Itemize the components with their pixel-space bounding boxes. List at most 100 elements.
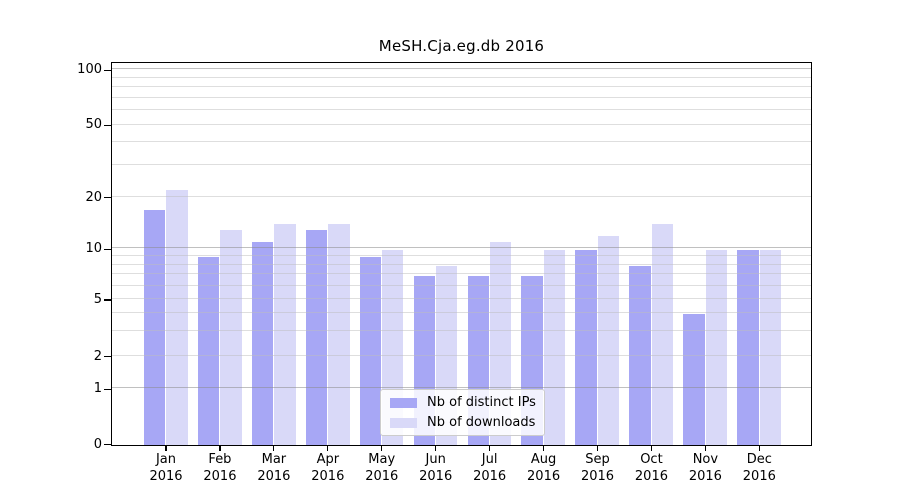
y-tick-mark bbox=[104, 299, 111, 301]
x-tick-year: 2016 bbox=[688, 468, 722, 484]
x-tick-label-aug: Aug 2016 bbox=[512, 452, 576, 485]
x-tick-month: Jun bbox=[425, 452, 446, 467]
y-tick-label: 10 bbox=[85, 241, 102, 257]
gridline-minor bbox=[112, 86, 811, 88]
x-tick-mark bbox=[704, 446, 706, 451]
legend-item-downloads: Nb of downloads bbox=[390, 415, 535, 430]
y-tick-label: 0 bbox=[93, 436, 102, 452]
bar-may-distinct-ips bbox=[359, 257, 382, 445]
y-tick-mark bbox=[104, 197, 111, 199]
y-tick-label: 50 bbox=[85, 117, 102, 133]
x-tick-month: Oct bbox=[640, 452, 663, 467]
bar-feb-downloads bbox=[220, 230, 242, 445]
legend-label-downloads: Nb of downloads bbox=[427, 415, 536, 430]
y-tick-label: 1 bbox=[93, 381, 102, 397]
x-tick-mark bbox=[489, 446, 491, 451]
x-tick-mark bbox=[273, 446, 275, 451]
x-tick-mark bbox=[542, 446, 545, 451]
plot-area bbox=[111, 62, 812, 446]
y-tick-mark bbox=[104, 124, 111, 127]
bar-dec-downloads bbox=[759, 249, 782, 445]
gridline-minor bbox=[112, 96, 811, 98]
gridline-minor bbox=[112, 284, 811, 286]
x-tick-label-jul: Jul 2016 bbox=[458, 452, 522, 485]
gridline-minor bbox=[112, 298, 811, 300]
x-tick-year: 2016 bbox=[419, 468, 453, 484]
gridline-major bbox=[112, 247, 811, 249]
x-tick-mark bbox=[650, 446, 653, 451]
gridline-major bbox=[112, 387, 811, 389]
x-tick-label-may: May 2016 bbox=[350, 452, 414, 485]
bar-jan-downloads bbox=[166, 190, 188, 445]
x-tick-month: Jul bbox=[481, 452, 498, 467]
x-tick-label-feb: Feb 2016 bbox=[188, 452, 252, 485]
x-tick-year: 2016 bbox=[580, 468, 615, 484]
x-tick-year: 2016 bbox=[257, 468, 291, 484]
x-tick-label-dec: Dec 2016 bbox=[727, 452, 791, 485]
x-tick-year: 2016 bbox=[473, 468, 507, 484]
x-tick-year: 2016 bbox=[527, 468, 561, 484]
x-tick-month: Dec bbox=[746, 452, 772, 467]
bar-sep-downloads bbox=[597, 235, 620, 445]
x-tick-year: 2016 bbox=[311, 468, 345, 484]
bar-mar-distinct-ips bbox=[251, 242, 274, 445]
legend-swatch-downloads bbox=[390, 417, 417, 428]
x-tick-year: 2016 bbox=[203, 468, 237, 484]
x-tick-label-jan: Jan 2016 bbox=[134, 452, 198, 485]
x-tick-year: 2016 bbox=[365, 468, 399, 484]
gridline-minor bbox=[112, 354, 811, 356]
bar-sep-distinct-ips bbox=[575, 249, 597, 445]
x-tick-mark bbox=[327, 446, 329, 451]
x-tick-mark bbox=[165, 446, 167, 451]
y-tick-mark bbox=[104, 388, 111, 390]
legend-label-distinct-ips: Nb of distinct IPs bbox=[427, 395, 536, 410]
legend-swatch-distinct-ips bbox=[390, 397, 417, 408]
x-tick-month: Jan bbox=[155, 452, 177, 467]
gridline-minor bbox=[112, 263, 811, 265]
bar-jan-distinct-ips bbox=[143, 210, 166, 445]
x-tick-year: 2016 bbox=[742, 468, 776, 484]
gridline-minor bbox=[112, 76, 811, 78]
x-tick-month: Nov bbox=[692, 452, 719, 467]
x-tick-label-nov: Nov 2016 bbox=[673, 452, 737, 485]
x-tick-month: May bbox=[368, 452, 396, 467]
gridline-minor bbox=[112, 163, 811, 165]
y-tick-mark bbox=[104, 248, 111, 250]
bar-aug-downloads bbox=[543, 249, 566, 445]
bar-nov-downloads bbox=[705, 249, 728, 445]
bar-apr-distinct-ips bbox=[305, 230, 328, 445]
bar-dec-distinct-ips bbox=[737, 249, 759, 445]
y-tick-label: 5 bbox=[93, 291, 102, 307]
x-tick-month: Mar bbox=[261, 452, 287, 467]
gridline-minor bbox=[112, 195, 811, 197]
x-tick-label-oct: Oct 2016 bbox=[619, 452, 683, 485]
gridline-minor bbox=[112, 109, 811, 110]
x-tick-year: 2016 bbox=[634, 468, 668, 484]
x-tick-mark bbox=[219, 446, 221, 451]
y-tick-mark bbox=[104, 355, 111, 358]
gridline-minor bbox=[112, 329, 811, 331]
x-tick-label-sep: Sep 2016 bbox=[566, 452, 630, 485]
legend: Nb of distinct IPs Nb of downloads bbox=[380, 389, 545, 436]
bar-mar-downloads bbox=[274, 224, 296, 445]
gridline-minor bbox=[112, 255, 811, 257]
legend-item-distinct-ips: Nb of distinct IPs bbox=[390, 395, 536, 410]
gridline-minor bbox=[112, 123, 811, 125]
gridline-minor bbox=[112, 311, 811, 313]
y-tick-label: 2 bbox=[93, 348, 102, 364]
x-tick-label-mar: Mar 2016 bbox=[242, 452, 306, 485]
x-tick-label-apr: Apr 2016 bbox=[296, 452, 360, 485]
y-tick-mark bbox=[104, 69, 111, 71]
bar-oct-downloads bbox=[651, 224, 674, 445]
y-tick-mark bbox=[104, 444, 111, 446]
x-tick-month: Sep bbox=[585, 452, 610, 467]
x-tick-mark bbox=[381, 446, 383, 451]
x-tick-label-jun: Jun 2016 bbox=[404, 452, 468, 485]
x-tick-month: Apr bbox=[316, 452, 340, 467]
x-tick-mark bbox=[758, 446, 760, 451]
bar-apr-downloads bbox=[328, 224, 350, 445]
bar-feb-distinct-ips bbox=[197, 257, 220, 445]
x-tick-month: Aug bbox=[530, 452, 557, 467]
x-tick-year: 2016 bbox=[149, 468, 183, 484]
x-tick-mark bbox=[596, 446, 599, 451]
